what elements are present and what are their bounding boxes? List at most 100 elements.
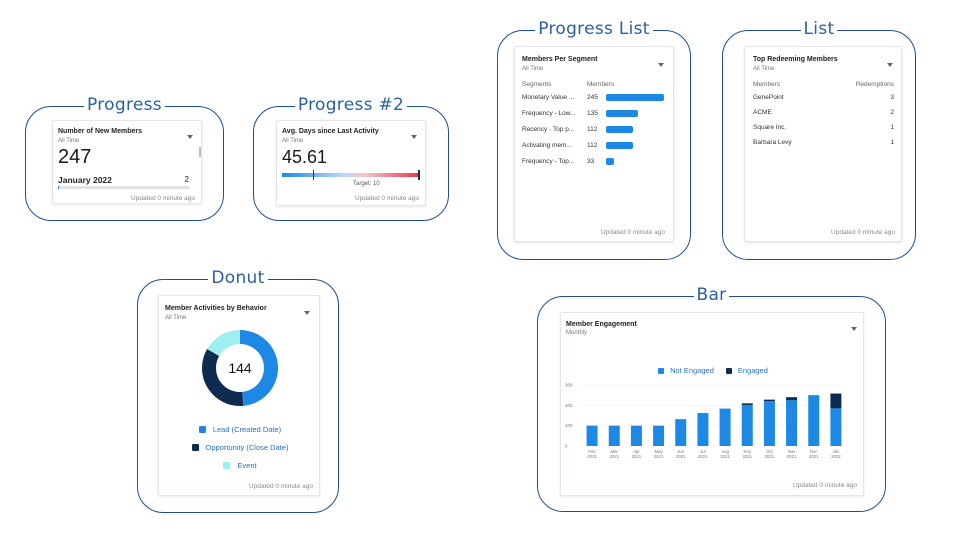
segment-name: Monetary Value ...	[522, 94, 575, 101]
legend-item[interactable]: Engaged	[725, 360, 768, 378]
bar-not-engaged[interactable]	[630, 425, 642, 446]
redeem-count: 1	[890, 139, 894, 146]
scrollbar[interactable]	[199, 147, 201, 157]
chevron-down-icon[interactable]	[658, 63, 664, 67]
chevron-down-icon[interactable]	[851, 327, 857, 331]
redeem-count: 3	[890, 94, 894, 101]
bar-not-engaged[interactable]	[719, 408, 731, 446]
bar-not-engaged[interactable]	[608, 425, 620, 446]
card-subtitle: All Time	[58, 138, 80, 144]
legend-label: Engaged	[737, 366, 768, 375]
donut-frame-title: Donut	[208, 268, 268, 288]
redeem-member-name: ACME	[753, 109, 772, 116]
progress-track	[58, 186, 189, 189]
x-tick-label: 2021	[654, 454, 664, 459]
segment-value: 112	[587, 142, 598, 149]
card-subtitle: All Time	[282, 138, 304, 144]
donut-legend: Lead (Created Date) Opportunity (Close Da…	[159, 422, 321, 476]
progress-frame-title: Progress	[84, 95, 165, 115]
legend-swatch	[658, 368, 665, 374]
legend-label: Event	[237, 461, 257, 470]
x-tick-label: Sep	[743, 449, 751, 454]
chevron-down-icon[interactable]	[187, 135, 193, 139]
donut-slice-event[interactable]	[207, 330, 240, 356]
updated-label: Updated 0 minute ago	[131, 195, 195, 202]
card-title: Avg. Days since Last Activity	[282, 128, 379, 135]
updated-label: Updated 0 minute ago	[793, 482, 857, 489]
y-tick-label: 200	[565, 403, 573, 408]
donut-slice-lead-created-date[interactable]	[240, 330, 279, 406]
x-tick-label: Jun	[677, 449, 685, 454]
segment-bar	[606, 142, 633, 149]
x-tick-label: 2021	[720, 454, 730, 459]
bar-not-engaged[interactable]	[830, 408, 842, 446]
chevron-down-icon[interactable]	[887, 63, 893, 67]
progress-list-frame: Progress List	[497, 19, 691, 260]
segment-name: Frequency - Low...	[522, 110, 576, 117]
chevron-down-icon[interactable]	[304, 311, 310, 315]
redeem-member-name: Barbara Levy	[753, 139, 792, 146]
x-tick-label: Nov	[788, 449, 796, 454]
segment-value: 245	[587, 94, 598, 101]
x-tick-label: May	[655, 449, 664, 454]
segment-value: 112	[587, 126, 598, 133]
x-tick-label: Jan	[832, 449, 840, 454]
bar-not-engaged[interactable]	[786, 400, 798, 446]
updated-label: Updated 0 minute ago	[831, 229, 895, 236]
chevron-down-icon[interactable]	[411, 135, 417, 139]
x-tick-label: 2021	[632, 454, 642, 459]
legend-swatch	[191, 444, 199, 451]
bar-engaged[interactable]	[830, 393, 842, 409]
list-frame: List	[722, 19, 916, 260]
legend-item[interactable]: Event	[159, 458, 321, 476]
legend-swatch	[223, 462, 231, 469]
x-tick-label: Feb	[588, 449, 596, 454]
card-title: Members Per Segment	[522, 56, 598, 63]
bar-not-engaged[interactable]	[653, 425, 665, 446]
x-tick-label: 2021	[698, 454, 708, 459]
x-tick-label: 2021	[809, 454, 819, 459]
updated-label: Updated 0 minute ago	[355, 195, 419, 202]
row-label: January 2022	[58, 175, 112, 185]
column-header-segments: Segments	[522, 81, 552, 88]
target-label: Target: 10	[353, 181, 380, 187]
legend-label: Not Engaged	[670, 366, 714, 375]
bar-engaged[interactable]	[786, 397, 798, 401]
x-tick-label: Mar	[611, 449, 619, 454]
bar-frame: Bar	[537, 285, 886, 512]
x-tick-label: Apr	[633, 449, 640, 454]
bar-not-engaged[interactable]	[741, 404, 753, 446]
member-engagement-card: Member Engagement Monthly Not Engaged Eng…	[560, 312, 864, 496]
bar-not-engaged[interactable]	[586, 425, 598, 446]
bar-not-engaged[interactable]	[808, 395, 820, 446]
y-tick-label: 300	[565, 383, 573, 388]
bar-engaged[interactable]	[741, 403, 753, 405]
redeem-count: 1	[890, 124, 894, 131]
bar-chart: 0100200300Feb2021Mar2021Apr2021May2021Ju…	[565, 383, 847, 459]
legend-item[interactable]: Opportunity (Close Date)	[159, 440, 321, 458]
new-members-card: Number of New Members All Time 247 Janua…	[52, 120, 202, 204]
card-subtitle: All Time	[165, 315, 187, 321]
bar-not-engaged[interactable]	[675, 419, 687, 446]
donut-slice-opportunity-close-date[interactable]	[202, 349, 244, 406]
bar-not-engaged[interactable]	[697, 413, 709, 446]
card-title: Member Activities by Behavior	[165, 305, 267, 312]
donut-frame: Donut	[137, 268, 339, 513]
bar-frame-title: Bar	[693, 285, 730, 305]
bar-engaged[interactable]	[763, 399, 775, 402]
segment-value: 135	[587, 110, 598, 117]
card-subtitle: Monthly	[566, 330, 588, 336]
legend-item[interactable]: Not Engaged	[658, 360, 714, 378]
bar-legend: Not Engaged Engaged	[561, 360, 865, 378]
gradient-bar	[282, 173, 419, 177]
segment-name: Activating mem...	[522, 142, 572, 149]
updated-label: Updated 0 minute ago	[249, 483, 313, 490]
end-marker	[418, 170, 420, 180]
legend-item[interactable]: Lead (Created Date)	[159, 422, 321, 440]
card-title: Member Engagement	[566, 321, 637, 328]
progress-fill	[58, 186, 60, 189]
members-per-segment-card: Members Per Segment All Time Segments Me…	[514, 46, 674, 242]
bar-not-engaged[interactable]	[763, 401, 775, 446]
x-tick-label: 2021	[609, 454, 619, 459]
row-value: 2	[184, 175, 189, 184]
